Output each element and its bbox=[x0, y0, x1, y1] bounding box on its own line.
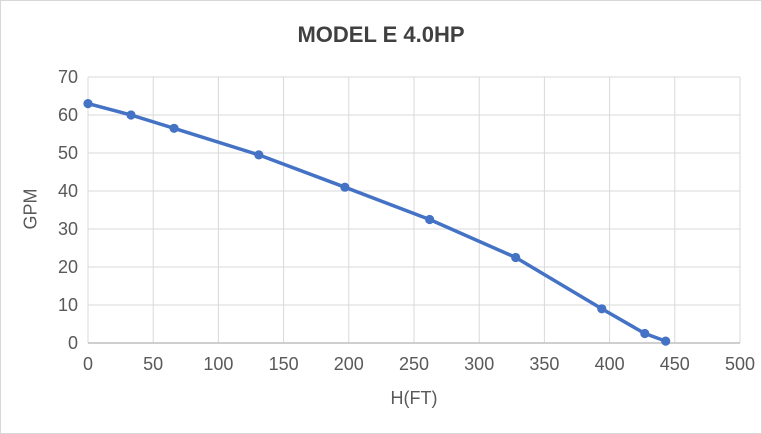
x-tick-label: 50 bbox=[143, 354, 163, 374]
data-point-marker bbox=[126, 110, 136, 120]
data-point-marker bbox=[340, 182, 350, 192]
data-point-marker bbox=[83, 99, 93, 109]
data-point-marker bbox=[597, 304, 607, 314]
series-line bbox=[86, 101, 668, 343]
y-tick-label: 10 bbox=[58, 295, 78, 315]
x-tick-label: 400 bbox=[595, 354, 625, 374]
x-tick-label: 500 bbox=[725, 354, 755, 374]
data-point-marker bbox=[640, 328, 650, 339]
data-point-marker bbox=[511, 252, 521, 263]
y-tick-label: 60 bbox=[58, 105, 78, 125]
x-tick-label: 300 bbox=[464, 354, 494, 374]
x-tick-label: 200 bbox=[334, 354, 364, 374]
y-tick-label: 30 bbox=[58, 219, 78, 239]
y-tick-label: 20 bbox=[58, 257, 78, 277]
chart-title: MODEL E 4.0HP bbox=[297, 22, 465, 47]
x-tick-label: 450 bbox=[660, 354, 690, 374]
x-tick-label: 250 bbox=[399, 354, 429, 374]
x-tick-label: 0 bbox=[83, 354, 93, 374]
data-point-marker bbox=[425, 214, 435, 225]
x-tick-label: 100 bbox=[203, 354, 233, 374]
data-point-marker bbox=[169, 123, 179, 133]
y-tick-label: 40 bbox=[58, 181, 78, 201]
data-point-marker bbox=[661, 336, 671, 346]
x-axis-title: H(FT) bbox=[390, 388, 438, 408]
y-tick-label: 0 bbox=[68, 333, 78, 353]
data-point-marker bbox=[254, 150, 264, 160]
x-tick-label: 350 bbox=[529, 354, 559, 374]
y-tick-label: 70 bbox=[58, 67, 78, 87]
y-tick-label: 50 bbox=[58, 143, 78, 163]
x-tick-label: 150 bbox=[269, 354, 299, 374]
